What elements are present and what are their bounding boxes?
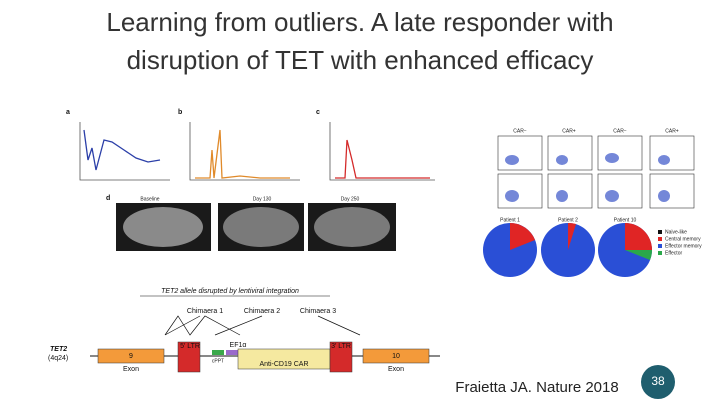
cppt-label: cPPT — [212, 358, 224, 364]
cppt-box — [212, 350, 224, 355]
ct-label: Day 130 — [253, 196, 272, 202]
ct-body — [123, 207, 203, 247]
pie-slice — [510, 223, 535, 250]
diagram-title: TET2 allele disrupted by lentiviral inte… — [161, 288, 299, 295]
flow-plots-part — [649, 135, 695, 171]
flow-plots-part — [649, 173, 695, 209]
flow-header: CAR− — [513, 128, 527, 134]
flow-header: CAR+ — [665, 128, 679, 134]
legend-swatch — [658, 230, 662, 234]
exon-number: 9 — [129, 353, 133, 360]
flow-dots-part — [505, 190, 519, 202]
axes — [79, 122, 435, 181]
flow-plots-part — [497, 135, 543, 171]
legend-swatch — [658, 251, 662, 255]
exon-label: Exon — [388, 366, 404, 373]
legend-label: Effector memory — [665, 243, 702, 249]
trace — [83, 129, 161, 171]
ltr — [329, 341, 353, 373]
ef-label: EF1α — [230, 342, 247, 349]
exon-number: 10 — [392, 353, 400, 360]
legend-label: Central memory — [665, 236, 701, 242]
panel-label: c — [316, 109, 320, 116]
pie-slice — [625, 250, 652, 260]
legend-swatch — [658, 237, 662, 241]
gene-label: TET2 — [50, 346, 67, 353]
chimaera-label: Chimaera 3 — [300, 308, 336, 315]
flow-plots-part — [497, 173, 543, 209]
flow-dots-part — [605, 190, 619, 202]
chimaera-label: Chimaera 2 — [244, 308, 280, 315]
slide-number-badge — [641, 365, 675, 399]
flow-plots-part — [547, 173, 593, 209]
flow-dots — [505, 153, 670, 202]
flow-dots-part — [658, 155, 670, 165]
flow-header: CAR+ — [562, 128, 576, 134]
panel-label: b — [178, 109, 182, 116]
legend-label: Naive-like — [665, 229, 687, 235]
flow-dots-part — [556, 190, 568, 202]
panel-label: d — [106, 195, 110, 202]
flow-plots — [497, 135, 695, 209]
ltr-label: 3′ LTR — [331, 343, 351, 350]
ct-body — [223, 207, 299, 247]
flow-dots-part — [556, 155, 568, 165]
title-line: Learning from outliers. A late responder… — [106, 7, 613, 37]
flow-plots-part — [547, 135, 593, 171]
locus-label: (4q24) — [48, 355, 68, 362]
trace — [335, 139, 430, 179]
ct-label: Baseline — [140, 196, 159, 202]
ct-body — [314, 207, 390, 247]
ct-label: Day 250 — [341, 196, 360, 202]
ef-box — [226, 350, 238, 355]
patient-label: Patient 10 — [614, 217, 637, 223]
car-label: Anti-CD19 CAR — [259, 361, 308, 368]
figure-right: CAR− CAR+ CAR− CAR+ Patient 1 Patient 2 … — [483, 128, 702, 277]
flow-dots-part — [658, 190, 670, 202]
flow-plots-part — [597, 173, 643, 209]
title-line: disruption of TET with enhanced efficacy — [127, 45, 594, 75]
citation: Fraietta JA. Nature 2018 — [455, 379, 618, 396]
flow-plots-part — [597, 135, 643, 171]
trace — [195, 129, 290, 179]
panel-label: a — [66, 109, 70, 116]
ltr — [177, 341, 201, 373]
pie-slice — [568, 222, 576, 250]
exon — [362, 348, 430, 364]
flow-header: CAR− — [613, 128, 627, 134]
patient-label: Patient 1 — [500, 217, 520, 223]
flow-dots-part — [605, 153, 619, 163]
legend-swatch — [658, 244, 662, 248]
ltr-label: 5′ LTR — [180, 343, 200, 350]
slide-number: 38 — [651, 374, 665, 388]
pie-slice — [625, 223, 652, 250]
flow-dots-part — [505, 155, 519, 165]
chimaera-lines — [164, 315, 361, 336]
figure-left: a b c d Baseline Day 130 Day 250 — [66, 109, 435, 251]
legend-label: Effector — [665, 250, 682, 256]
integration-diagram: TET2 allele disrupted by lentiviral inte… — [48, 288, 440, 373]
exon — [97, 348, 165, 364]
exon-label: Exon — [123, 366, 139, 373]
chimaera-label: Chimaera 1 — [187, 308, 223, 315]
patient-label: Patient 2 — [558, 217, 578, 223]
